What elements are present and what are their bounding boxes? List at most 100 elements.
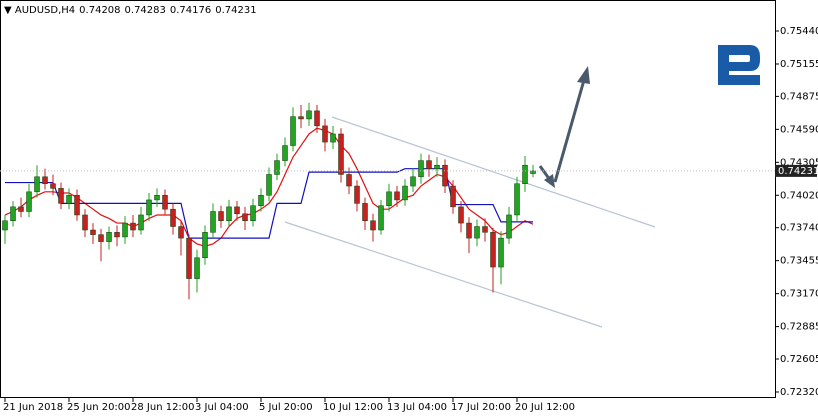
x-tick-label: 5 Jul 20:00 — [259, 402, 313, 413]
candle-body — [522, 164, 528, 184]
candle-body — [50, 183, 56, 189]
candle-body — [226, 206, 232, 222]
candle-body — [330, 133, 336, 143]
candle-body — [178, 226, 184, 239]
y-tick-label: 0.72885 — [780, 322, 818, 333]
candle-body — [234, 206, 240, 215]
header-high: 0.74283 — [125, 5, 166, 16]
logo — [718, 45, 760, 85]
candle-body — [74, 195, 80, 216]
x-tick-label: 20 Jul 12:00 — [515, 402, 575, 413]
candle-body — [266, 174, 272, 196]
candle-body — [2, 220, 8, 231]
candle-body — [162, 195, 168, 210]
candle-body — [90, 229, 96, 235]
candle-body — [306, 110, 312, 120]
candle-body — [434, 164, 440, 169]
candle-body — [426, 160, 432, 169]
header-low: 0.74176 — [170, 5, 211, 16]
candle-body — [322, 125, 328, 143]
candle-body — [170, 208, 176, 227]
candle-body — [10, 206, 16, 222]
candle-body — [394, 191, 400, 201]
x-tick-label: 21 Jun 2018 — [3, 402, 63, 413]
x-tick-label: 13 Jul 04:00 — [387, 402, 447, 413]
candle-body — [354, 185, 360, 204]
candle-body — [122, 222, 128, 238]
x-tick-label: 10 Jul 12:00 — [323, 402, 383, 413]
candle-body — [442, 164, 448, 187]
price-label-box — [775, 164, 817, 177]
x-tick-label: 3 Jul 04:00 — [195, 402, 249, 413]
y-tick-label: 0.73170 — [780, 289, 818, 300]
candle-body — [402, 185, 408, 201]
candle-body — [258, 195, 264, 206]
candle-body — [114, 232, 120, 238]
x-tick-label: 17 Jul 20:00 — [451, 402, 511, 413]
candle-body — [202, 232, 208, 259]
candle-body — [218, 211, 224, 222]
candle-body — [490, 232, 496, 268]
y-tick-label: 0.74305 — [780, 157, 818, 168]
candle-body — [98, 234, 104, 242]
candle-body — [210, 211, 216, 233]
candle-body — [274, 160, 280, 175]
candle-body — [314, 110, 320, 127]
price-label: 0.74231 — [778, 166, 818, 177]
candle-body — [474, 226, 480, 239]
candle-body — [378, 205, 384, 231]
candle-body — [450, 185, 456, 208]
candle-body — [466, 222, 472, 239]
y-tick-label: 0.73740 — [780, 223, 818, 234]
candle-body — [482, 226, 488, 233]
candle-body — [458, 206, 464, 224]
candle-body — [346, 174, 352, 187]
candle-body — [250, 205, 256, 222]
y-tick-label: 0.73455 — [780, 256, 818, 267]
y-tick-label: 0.72605 — [780, 354, 818, 365]
candle-body — [186, 237, 192, 279]
candle-body — [370, 220, 376, 231]
header-close: 0.74231 — [215, 5, 256, 16]
candle-body — [362, 203, 368, 222]
candle-body — [242, 213, 248, 222]
channel — [284, 116, 656, 328]
y-tick-label: 0.75155 — [780, 59, 818, 70]
y-tick-label: 0.74590 — [780, 124, 818, 135]
header-marker: ▼ — [4, 5, 15, 16]
candle-body — [530, 170, 536, 174]
x-tick-label: 25 Jun 20:00 — [67, 402, 131, 413]
header: ▼ AUDUSD,H4 0.74208 0.74283 0.74176 0.74231 — [4, 5, 257, 16]
candle-body — [282, 145, 288, 161]
y-tick-label: 0.75440 — [780, 26, 818, 37]
candle-body — [130, 222, 136, 231]
candle-body — [138, 214, 144, 231]
candle-body — [514, 183, 520, 216]
forecast-arrows — [538, 66, 590, 188]
candle-body — [146, 199, 152, 216]
x-tick-label: 28 Jun 12:00 — [131, 402, 195, 413]
candle-body — [154, 195, 160, 201]
candle-body — [386, 191, 392, 206]
candle-body — [18, 206, 24, 212]
y-tick-label: 0.72320 — [780, 387, 818, 398]
symbol: AUDUSD,H4 — [15, 5, 75, 16]
candle-body — [194, 257, 200, 279]
header-open: 0.74208 — [79, 5, 120, 16]
candle-body — [498, 237, 504, 268]
y-tick-label: 0.74020 — [780, 190, 818, 201]
candle-body — [410, 176, 416, 187]
candle-body — [106, 232, 112, 242]
candle-body — [298, 116, 304, 120]
candle-body — [26, 191, 32, 212]
candle-body — [42, 176, 48, 184]
candle-body — [506, 214, 512, 239]
y-tick-label: 0.74875 — [780, 91, 818, 102]
candle-body — [66, 195, 72, 204]
candle-body — [82, 214, 88, 231]
candle-body — [34, 176, 40, 193]
candle-body — [58, 188, 64, 204]
candle-body — [418, 160, 424, 178]
candle-body — [290, 116, 296, 146]
